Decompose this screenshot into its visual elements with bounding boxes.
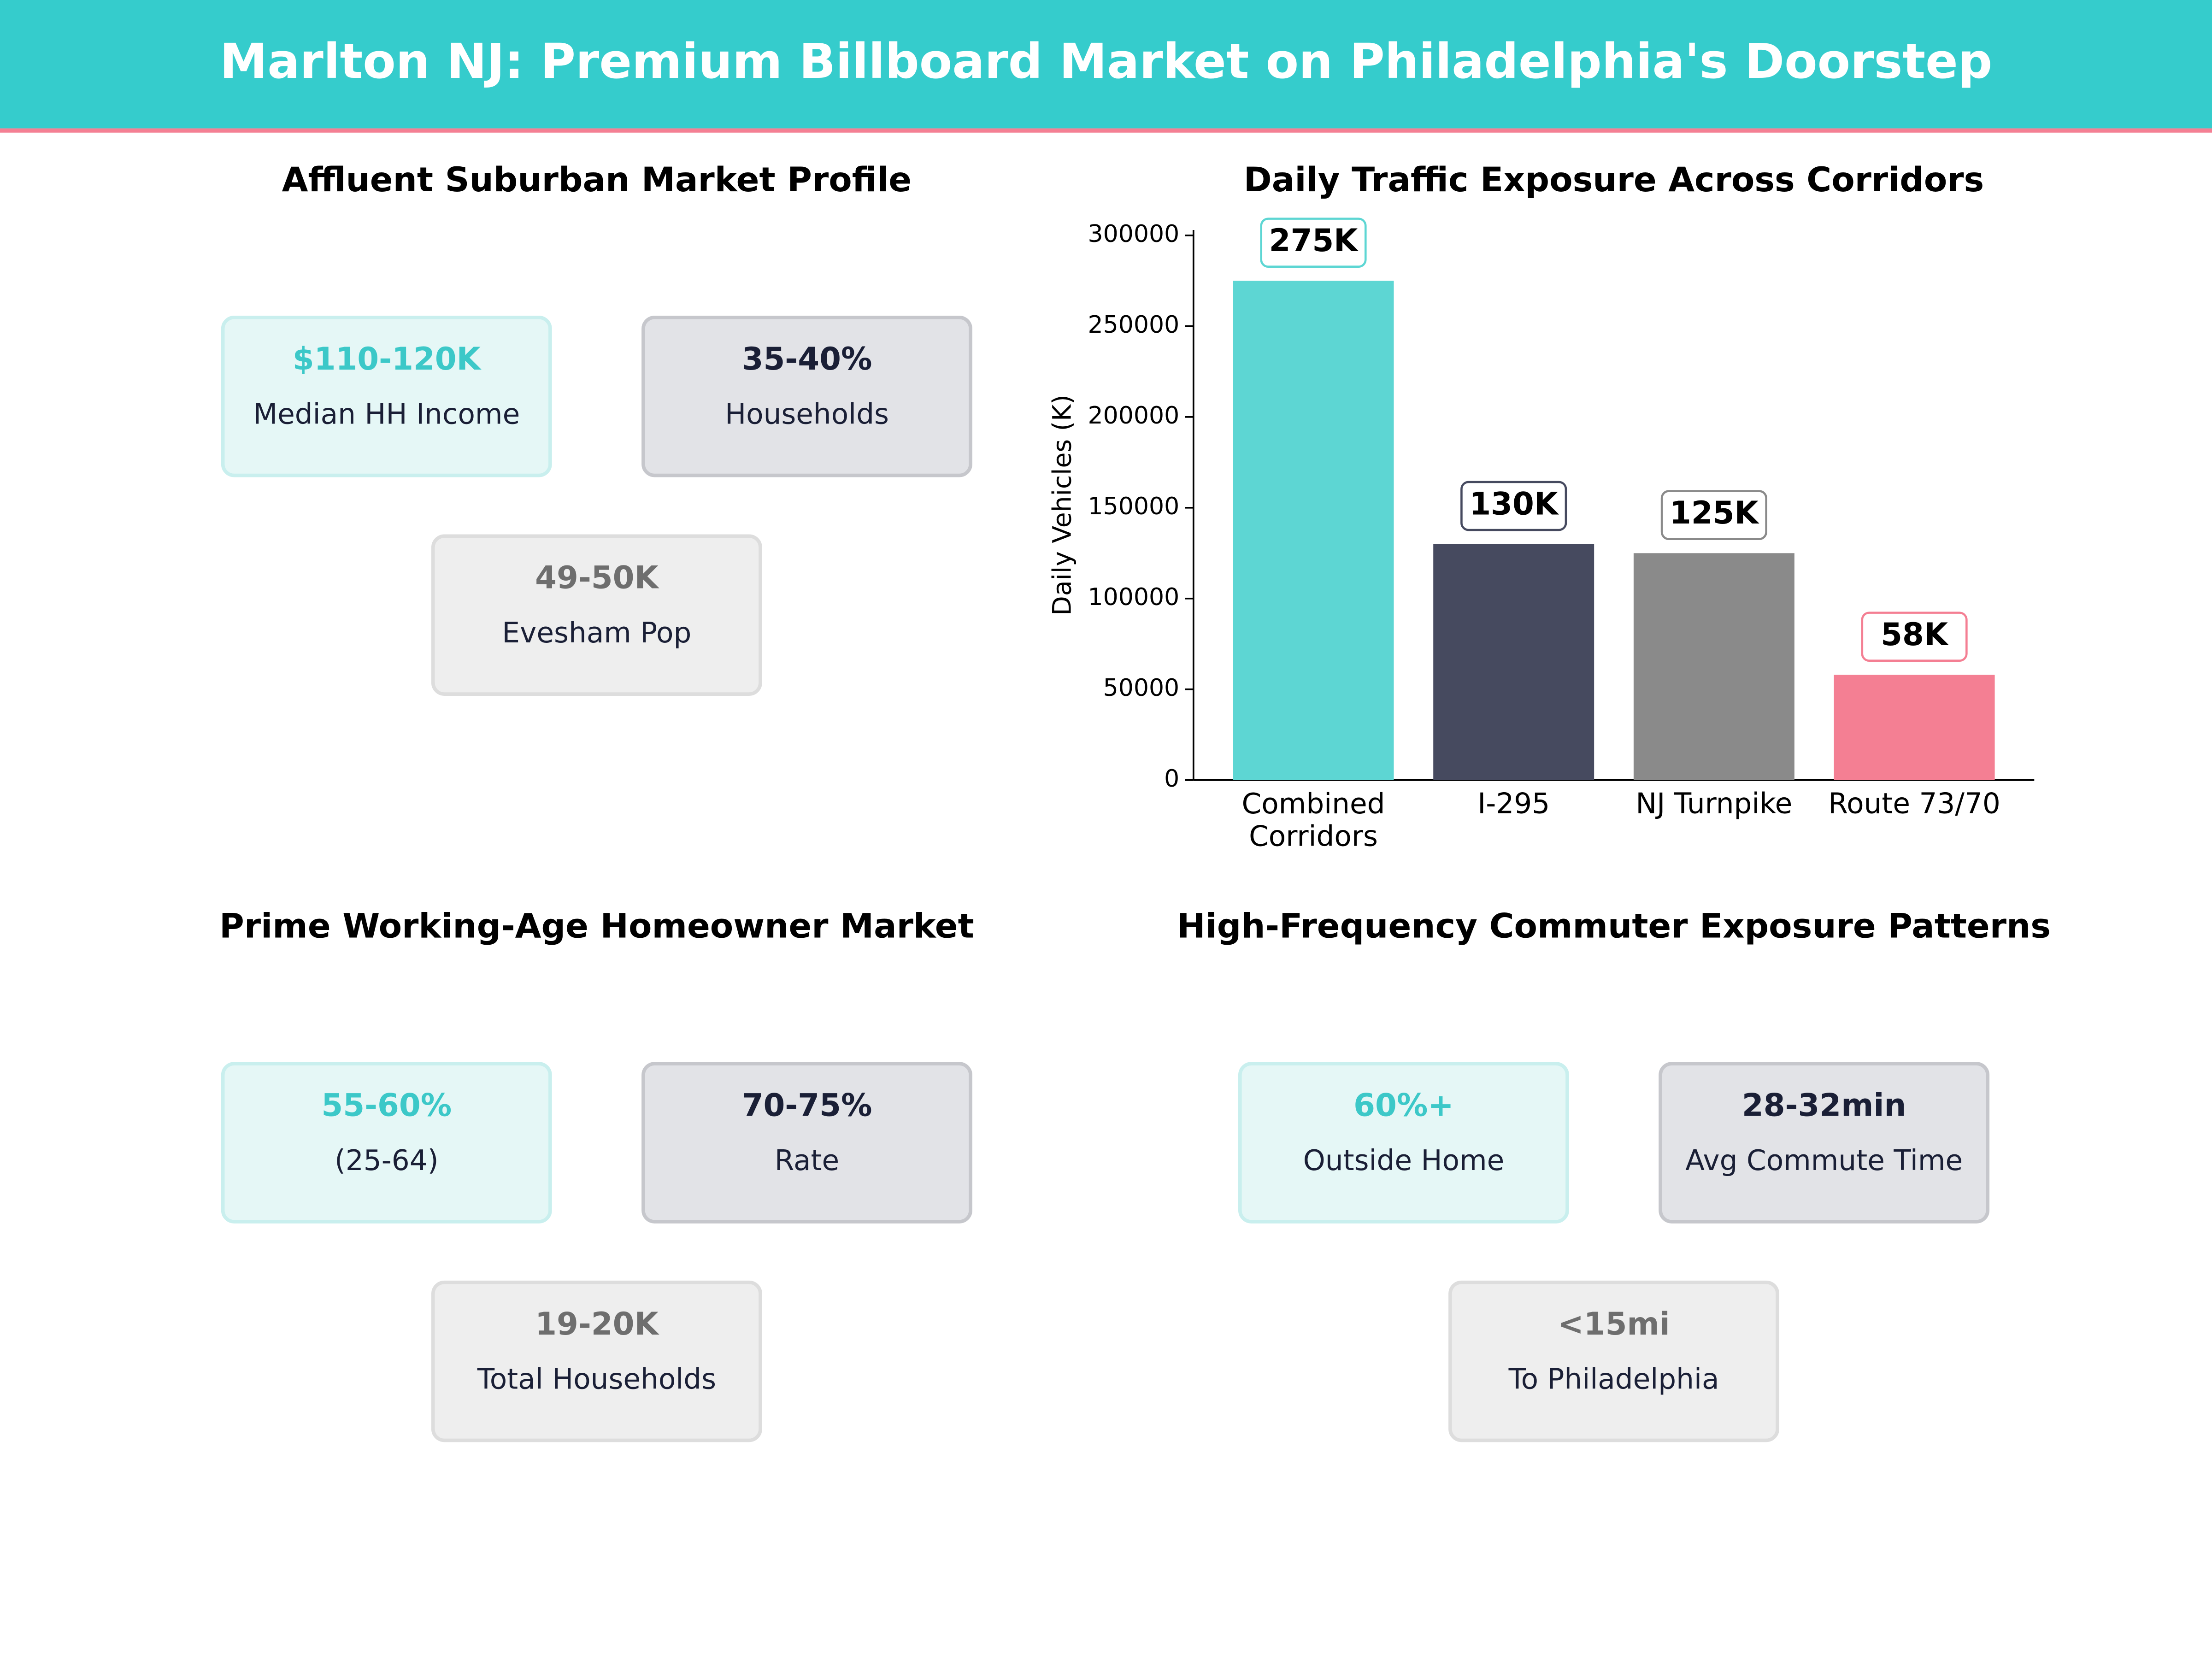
metric-value: 19-20K	[535, 1306, 659, 1342]
y-axis-label: Daily Vehicles (K)	[1047, 394, 1077, 615]
metric-card	[1448, 1280, 1779, 1442]
value-label-box	[1260, 218, 1367, 268]
x-tick-label: I-295	[1477, 788, 1550, 820]
metric-label: Outside Home	[1303, 1144, 1505, 1177]
metric-value: $110-120K	[293, 341, 482, 377]
metric-card	[641, 1062, 972, 1224]
metric-label: Avg Commute Time	[1685, 1144, 1963, 1177]
x-tick-label: Combined Corridors	[1241, 788, 1385, 853]
y-tick-label: 100000	[1088, 583, 1180, 611]
metric-card	[1659, 1062, 1990, 1224]
panel-title: High-Frequency Commuter Exposure Pattern…	[1177, 906, 2051, 946]
y-tick-label: 200000	[1088, 402, 1180, 429]
metric-value: 70-75%	[742, 1087, 872, 1124]
y-tick-label: 150000	[1088, 493, 1180, 520]
metric-card	[431, 1280, 762, 1442]
header-bar	[0, 0, 2212, 129]
panel-title: Prime Working-Age Homeowner Market	[219, 906, 974, 946]
bar	[1433, 544, 1594, 780]
metric-value: 55-60%	[321, 1087, 452, 1124]
value-label-box	[1861, 612, 1968, 662]
metric-label: To Philadelphia	[1508, 1363, 1719, 1396]
x-tick-label: NJ Turnpike	[1635, 788, 1792, 820]
chart-title: Daily Traffic Exposure Across Corridors	[1244, 160, 1984, 200]
metric-card	[221, 315, 552, 477]
metric-value: 35-40%	[742, 341, 872, 377]
metric-label: (25-64)	[335, 1144, 439, 1177]
metric-card	[221, 1062, 552, 1224]
metric-value: 28-32min	[1742, 1087, 1906, 1124]
metric-card	[431, 534, 762, 696]
metric-value: <15mi	[1558, 1306, 1670, 1342]
value-label-box	[1660, 490, 1767, 541]
y-tick-label: 0	[1164, 765, 1179, 793]
y-tick-label: 300000	[1088, 220, 1180, 248]
bar	[1834, 675, 1995, 780]
metric-label: Evesham Pop	[502, 617, 691, 649]
metric-card	[1238, 1062, 1569, 1224]
x-tick-label: Route 73/70	[1828, 788, 2000, 820]
bar	[1233, 281, 1394, 780]
metric-label: Rate	[775, 1144, 839, 1177]
value-label: 130K	[1469, 486, 1559, 522]
metric-label: Households	[725, 398, 889, 431]
y-tick-label: 50000	[1103, 674, 1180, 702]
bar	[1633, 553, 1794, 780]
page-title: Marlton NJ: Premium Billboard Market on …	[220, 33, 1993, 89]
value-label: 58K	[1881, 616, 1949, 653]
metric-value: 60%+	[1353, 1087, 1454, 1124]
header-rule	[0, 128, 2212, 133]
panel-title: Affluent Suburban Market Profile	[282, 160, 912, 200]
value-label-box	[1460, 481, 1567, 531]
y-tick-label: 250000	[1088, 311, 1180, 339]
metric-label: Median HH Income	[253, 398, 520, 431]
metric-value: 49-50K	[535, 559, 659, 596]
value-label: 275K	[1269, 222, 1359, 259]
metric-card	[641, 315, 972, 477]
value-label: 125K	[1670, 494, 1760, 531]
metric-label: Total Households	[477, 1363, 716, 1396]
